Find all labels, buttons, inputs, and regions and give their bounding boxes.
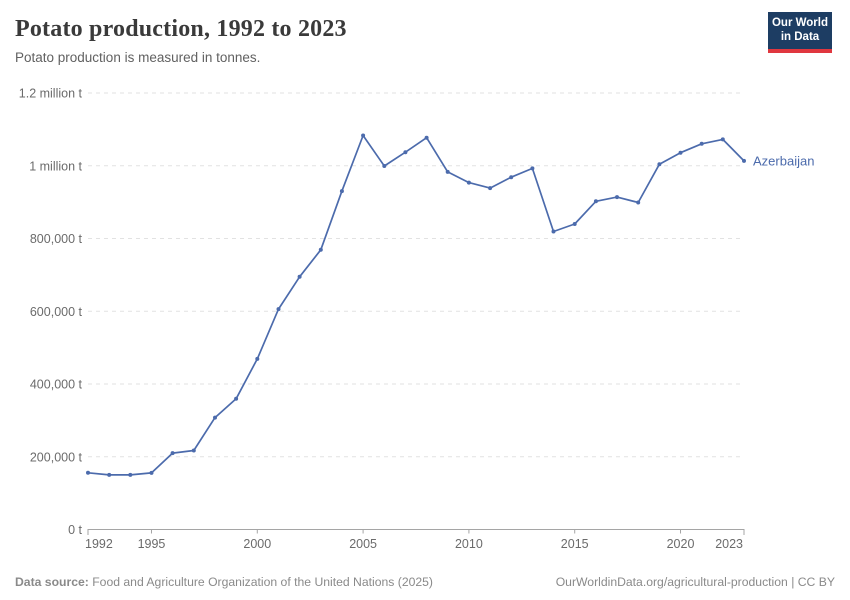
data-point	[615, 195, 619, 200]
x-tick-label: 2010	[455, 537, 483, 551]
data-point	[276, 307, 281, 312]
data-source-text: Food and Agriculture Organization of the…	[92, 575, 433, 589]
attribution-link[interactable]: OurWorldinData.org/agricultural-producti…	[555, 575, 835, 589]
x-tick-label: 2005	[349, 537, 377, 551]
data-point	[234, 396, 239, 401]
data-point	[636, 200, 641, 205]
entity-label[interactable]: Azerbaijan	[753, 153, 814, 168]
y-tick-label: 400,000 t	[30, 378, 83, 392]
y-tick-label: 0 t	[68, 523, 82, 537]
chart-header: Potato production, 1992 to 2023 Potato p…	[15, 10, 835, 65]
data-point	[339, 189, 344, 194]
chart-subtitle: Potato production is measured in tonnes.	[15, 50, 261, 65]
data-point	[297, 274, 302, 279]
data-point	[361, 133, 366, 138]
chart-footer: Data source: Food and Agriculture Organi…	[15, 575, 835, 589]
data-point	[191, 448, 196, 453]
data-source: Data source: Food and Agriculture Organi…	[15, 575, 433, 589]
data-point	[530, 166, 535, 171]
data-point	[318, 247, 323, 252]
x-tick-label: 2015	[561, 537, 589, 551]
data-point	[382, 164, 387, 168]
data-point	[149, 470, 154, 475]
data-point	[572, 222, 577, 226]
data-point	[403, 150, 408, 155]
data-point	[445, 169, 450, 174]
data-point	[255, 356, 260, 361]
owid-logo-line1: Our World	[771, 17, 828, 29]
y-tick-label: 1.2 million t	[19, 87, 83, 101]
series-line-azerbaijan	[87, 134, 745, 476]
data-point	[466, 180, 471, 185]
data-point	[657, 162, 662, 167]
x-tick-label: 2000	[243, 537, 271, 551]
x-tick-label: 1995	[138, 537, 166, 551]
y-tick-label: 200,000 t	[30, 450, 83, 464]
x-tick-label: 2020	[667, 537, 695, 551]
owid-logo[interactable]: Our World in Data	[768, 12, 832, 53]
data-point	[509, 175, 514, 180]
y-tick-label: 600,000 t	[30, 305, 83, 319]
data-point	[551, 229, 556, 234]
y-tick-label: 800,000 t	[30, 232, 83, 246]
owid-logo-line2: in Data	[780, 30, 820, 43]
data-point	[213, 415, 217, 420]
data-point	[699, 141, 704, 146]
data-point	[720, 137, 725, 142]
data-point	[424, 135, 429, 140]
data-point	[742, 158, 746, 163]
data-point	[678, 150, 683, 155]
data-point	[86, 470, 90, 475]
data-point	[593, 199, 598, 204]
y-tick-label: 1 million t	[29, 159, 82, 173]
x-tick-label: 2023	[715, 537, 743, 551]
page-title: Potato production, 1992 to 2023	[15, 16, 347, 42]
data-point	[170, 451, 175, 456]
data-point	[107, 472, 112, 477]
data-point	[128, 472, 133, 477]
x-tick-label: 1992	[85, 537, 113, 551]
data-point	[488, 186, 493, 191]
data-source-label: Data source:	[15, 575, 89, 589]
